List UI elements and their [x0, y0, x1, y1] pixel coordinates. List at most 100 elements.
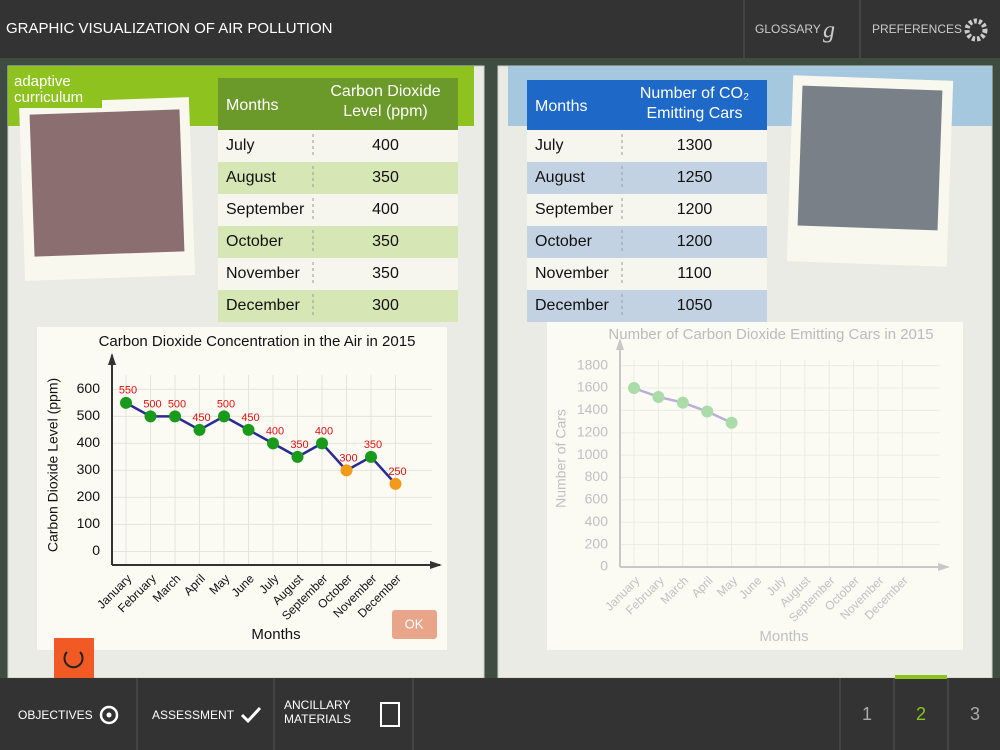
- data-point: [291, 450, 304, 463]
- objectives-icon: [106, 712, 112, 718]
- y-tick-label: 1600: [577, 379, 608, 395]
- y-tick-label: 100: [77, 515, 101, 531]
- reset-icon: [63, 651, 84, 669]
- footer-bar: [0, 678, 1000, 750]
- table-cell: August: [226, 169, 276, 186]
- y-tick-label: 1800: [577, 356, 608, 372]
- traffic-photo: [797, 85, 943, 231]
- table-cell: 1200: [677, 201, 713, 218]
- y-tick-label: 800: [585, 468, 609, 484]
- table-cell: August: [535, 169, 585, 186]
- chart-panel: [547, 322, 963, 650]
- x-axis-arrow: [430, 561, 442, 569]
- y-tick-label: 200: [585, 535, 609, 551]
- chart-title: Carbon Dioxide Concentration in the Air …: [99, 333, 416, 350]
- y-axis-arrow: [616, 338, 624, 350]
- data-point: [652, 390, 665, 403]
- table-row: [218, 194, 458, 226]
- data-label: 500: [143, 398, 161, 410]
- table-row: [527, 226, 767, 258]
- data-point: [701, 405, 714, 418]
- data-label: 450: [192, 412, 210, 424]
- table-cell: December: [226, 297, 300, 314]
- y-tick-label: 1400: [577, 401, 608, 417]
- table-cell: 400: [372, 201, 399, 218]
- y-tick-label: 300: [77, 461, 101, 477]
- chart-panel: [37, 327, 447, 650]
- document-icon: [380, 702, 400, 727]
- data-point: [120, 396, 132, 409]
- data-point: [340, 464, 353, 477]
- y-tick-label: 500: [77, 407, 101, 423]
- y-tick-label: 400: [77, 434, 101, 450]
- city-photo: [29, 109, 185, 257]
- table-row: [527, 258, 767, 290]
- table-cell: October: [535, 233, 593, 250]
- data-label: 500: [168, 398, 186, 410]
- table-cell: December: [535, 297, 609, 314]
- ancillary-button[interactable]: ANCILLARY MATERIALS: [284, 698, 368, 732]
- y-tick-label: 1200: [577, 423, 608, 439]
- logo-text: curriculum: [14, 89, 83, 106]
- logo-text: adaptive: [14, 73, 71, 90]
- objectives-button[interactable]: OBJECTIVES: [18, 708, 93, 722]
- reset-button[interactable]: [54, 638, 94, 678]
- data-label: 400: [266, 425, 284, 437]
- data-point: [676, 396, 689, 409]
- assessment-button[interactable]: ASSESSMENT: [152, 708, 235, 722]
- data-point: [144, 410, 157, 423]
- data-point: [193, 423, 206, 436]
- gear-icon: [964, 18, 988, 42]
- y-tick-label: 0: [600, 558, 608, 574]
- column-header: Months: [226, 97, 278, 114]
- x-axis-label: Months: [759, 628, 808, 645]
- page-button[interactable]: 3: [970, 704, 980, 724]
- data-label: 550: [119, 385, 137, 397]
- table-row: [218, 258, 458, 290]
- data-point: [267, 437, 279, 450]
- data-point: [242, 423, 255, 436]
- table-cell: September: [535, 201, 614, 218]
- preferences-button[interactable]: PREFERENCES: [872, 22, 962, 36]
- page-button[interactable]: 1: [862, 704, 872, 724]
- table-row: [218, 290, 458, 322]
- table-cell: November: [226, 265, 300, 282]
- glossary-button[interactable]: GLOSSARY: [755, 22, 821, 36]
- data-point: [218, 410, 230, 423]
- column-header: Months: [535, 98, 587, 115]
- data-label: 450: [241, 412, 259, 424]
- page-button[interactable]: 2: [916, 704, 926, 724]
- table-cell: July: [535, 137, 563, 154]
- data-label: 250: [388, 466, 406, 478]
- table-cell: 1300: [677, 137, 713, 154]
- data-label: 400: [315, 425, 333, 437]
- table-row: [218, 162, 458, 194]
- data-label: 300: [339, 452, 357, 464]
- y-tick-label: 600: [585, 491, 609, 507]
- column-header: Carbon Dioxide Level (ppm): [330, 83, 441, 120]
- table-cell: 350: [372, 233, 399, 250]
- table-cell: 1100: [677, 265, 712, 282]
- data-point: [169, 410, 181, 423]
- table-row: [527, 130, 767, 162]
- y-axis-label: Number of Cars: [553, 409, 569, 508]
- data-label: 500: [217, 398, 235, 410]
- y-axis-label: Carbon Dioxide Level (ppm): [45, 378, 61, 552]
- ancillary-label: ANCILLARY MATERIALS: [284, 698, 352, 726]
- check-icon: [240, 706, 262, 724]
- data-point: [365, 450, 377, 463]
- glossary-icon: g: [823, 18, 835, 44]
- data-label: 350: [364, 439, 382, 451]
- table-row: [527, 194, 767, 226]
- table-header: [527, 80, 767, 130]
- y-tick-label: 600: [77, 380, 101, 396]
- y-tick-label: 400: [585, 513, 609, 529]
- column-header-box: Carbon Dioxide Level (ppm): [330, 83, 441, 120]
- table-row: [527, 290, 767, 322]
- page-indicator: [895, 675, 947, 679]
- objectives-icon: [99, 705, 119, 725]
- table-header: [218, 78, 458, 130]
- ok-button[interactable]: [392, 610, 437, 639]
